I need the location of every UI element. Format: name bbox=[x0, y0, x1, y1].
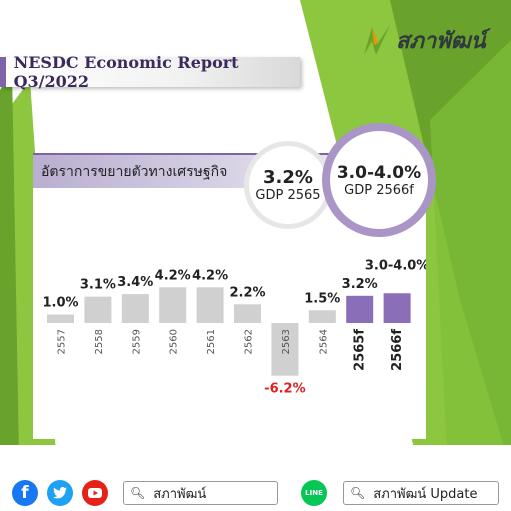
twitter-icon[interactable] bbox=[47, 480, 73, 506]
value-label-2560: 4.2% bbox=[155, 268, 191, 283]
bar-2557 bbox=[47, 314, 74, 323]
brand-name: สภาพัฒน์ bbox=[396, 28, 486, 54]
bar-2566f bbox=[383, 293, 411, 323]
value-label-2562: 2.2% bbox=[229, 285, 265, 300]
gdp-bar-chart: 1.0% 2557 3.1% 2558 3.4% 2559 4.2% 2560 4.2% 2561… bbox=[42, 258, 426, 397]
youtube-icon[interactable] bbox=[82, 480, 108, 506]
search-box-2-text: สภาพัฒน์ Update bbox=[373, 486, 478, 502]
bar-2562 bbox=[234, 304, 261, 323]
gdp-2566f-badge: 3.0-4.0% GDP 2566f bbox=[322, 123, 436, 237]
category-label-2566f: 2566f bbox=[390, 329, 405, 371]
search-box-1-text: สภาพัฒน์ bbox=[153, 486, 207, 502]
search-icon: 🔍︎ bbox=[350, 486, 366, 500]
category-label-2564: 2564 bbox=[318, 329, 329, 354]
line-icon[interactable]: LINE bbox=[301, 480, 327, 506]
chart-title: อัตราการขยายตัวทางเศรษฐกิจ bbox=[41, 163, 228, 180]
category-label-2563: 2563 bbox=[281, 329, 292, 354]
bar-2565f bbox=[346, 295, 374, 323]
bar-2558 bbox=[84, 296, 112, 323]
report-title: NESDC Economic Report Q3/2022 bbox=[13, 53, 239, 91]
category-label-2557: 2557 bbox=[57, 329, 68, 354]
value-label-2561: 4.2% bbox=[192, 268, 228, 283]
gdp-2566f-label: GDP 2566f bbox=[344, 182, 414, 198]
bar-2561 bbox=[196, 287, 224, 323]
category-label-2565f: 2565f bbox=[353, 329, 368, 371]
value-label-2557: 1.0% bbox=[42, 296, 78, 311]
gdp-2565-value: 3.2% bbox=[263, 167, 313, 188]
value-label-2565f: 3.2% bbox=[342, 277, 378, 292]
gdp-2566f-value: 3.0-4.0% bbox=[336, 162, 422, 183]
search-box-2[interactable]: 🔍︎ สภาพัฒน์ Update bbox=[343, 481, 499, 505]
bar-2559 bbox=[121, 294, 149, 323]
logo-mark-icon bbox=[364, 25, 390, 55]
gdp-2565-label: GDP 2565 bbox=[255, 188, 321, 203]
category-label-2558: 2558 bbox=[94, 329, 105, 354]
gdp-2565-badge: 3.2% GDP 2565 bbox=[244, 141, 332, 229]
title-accent-bar bbox=[0, 57, 6, 87]
bar-2560 bbox=[159, 287, 187, 323]
search-icon: 🔍︎ bbox=[130, 486, 146, 500]
report-title-banner: NESDC Economic Report Q3/2022 bbox=[0, 53, 300, 91]
category-label-2560: 2560 bbox=[169, 329, 180, 354]
bar-2563 bbox=[271, 323, 299, 376]
value-label-2558: 3.1% bbox=[80, 278, 116, 293]
search-box-1[interactable]: 🔍︎ สภาพัฒน์ bbox=[123, 481, 278, 505]
value-label-2564: 1.5% bbox=[304, 291, 340, 306]
brand-logo: สภาพัฒน์ bbox=[362, 20, 502, 60]
category-label-2559: 2559 bbox=[131, 329, 142, 354]
category-label-2561: 2561 bbox=[206, 329, 217, 354]
value-label-2563: -6.2% bbox=[264, 382, 305, 397]
value-label-2566f: 3.0-4.0% bbox=[365, 258, 426, 273]
category-label-2562: 2562 bbox=[244, 329, 255, 354]
facebook-icon[interactable]: f bbox=[12, 480, 38, 506]
value-label-2559: 3.4% bbox=[117, 275, 153, 290]
bar-2564 bbox=[308, 310, 336, 323]
